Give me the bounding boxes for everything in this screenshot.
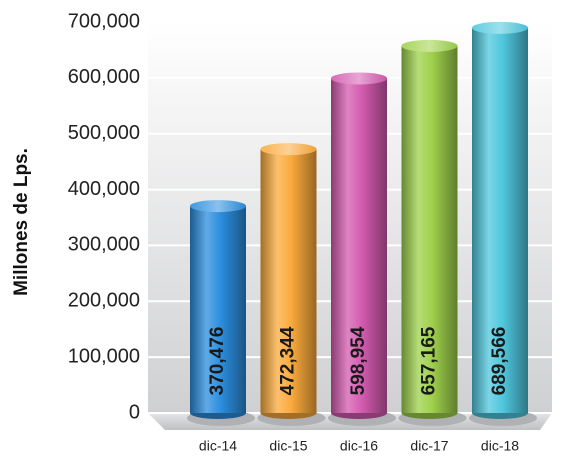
value-label: 370,476 bbox=[207, 327, 228, 396]
y-tick-label: 0 bbox=[129, 401, 140, 423]
y-tick-label: 600,000 bbox=[68, 66, 140, 88]
bar bbox=[260, 149, 317, 413]
x-tick-label: dic-18 bbox=[481, 438, 519, 454]
bar bbox=[190, 206, 246, 413]
y-tick-label: 500,000 bbox=[68, 122, 140, 144]
x-tick-label: dic-17 bbox=[410, 438, 448, 454]
bar-top bbox=[190, 200, 246, 213]
y-tick-label: 300,000 bbox=[68, 234, 140, 256]
bar-top bbox=[472, 21, 528, 34]
y-tick-label: 700,000 bbox=[68, 10, 140, 32]
value-label: 472,344 bbox=[278, 326, 299, 395]
bar bbox=[331, 78, 387, 413]
bar-top bbox=[401, 39, 458, 52]
bar-top bbox=[260, 143, 317, 156]
y-axis-title: Millones de Lps. bbox=[11, 148, 32, 296]
y-tick-label: 200,000 bbox=[68, 290, 140, 312]
x-tick-label: dic-15 bbox=[269, 438, 307, 454]
value-label: 598,954 bbox=[348, 326, 369, 395]
y-tick-label: 100,000 bbox=[68, 345, 140, 367]
value-label: 689,566 bbox=[489, 327, 510, 396]
x-tick-label: dic-14 bbox=[199, 438, 237, 454]
y-tick-label: 400,000 bbox=[68, 178, 140, 200]
x-tick-label: dic-16 bbox=[340, 438, 378, 454]
bar bbox=[472, 27, 528, 414]
value-label: 657,165 bbox=[419, 326, 440, 395]
bar bbox=[401, 45, 458, 414]
bar-top bbox=[331, 72, 387, 85]
